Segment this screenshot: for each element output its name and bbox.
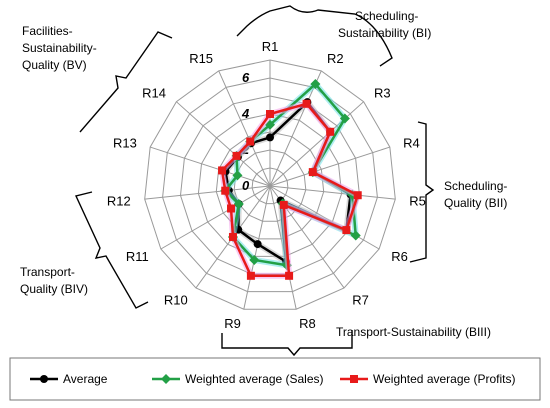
data-point [285,271,294,280]
data-point [253,240,262,249]
grid-spoke [269,146,390,187]
data-point [353,191,362,200]
series-3 [218,99,362,280]
legend-item-2: Weighted average (Sales) [152,372,324,386]
series-line [220,102,359,278]
axis-label-r3: R3 [374,85,391,100]
axis-label-r9: R9 [224,316,241,331]
grid-ring [144,59,396,310]
group-label-bv-2: Sustainability- [22,41,97,55]
legend: Average Weighted average (Sales) Weighted … [9,357,541,401]
axis-label-r6: R6 [391,249,408,264]
axis-label-r11: R11 [126,249,149,264]
data-point [310,79,321,90]
data-point [266,133,274,142]
legend-box [9,357,541,401]
data-point [342,226,351,235]
axis-label-r13: R13 [113,136,137,151]
grid-spoke [176,101,271,187]
group-label-biv-2: Quality (BIV) [20,282,88,296]
data-point [246,137,255,146]
legend-label: Weighted average (Profits) [373,372,516,386]
axis-label-r8: R8 [299,316,316,331]
series-line [223,82,357,267]
data-point [246,271,255,280]
grid-ring [162,77,378,293]
data-point [228,232,237,241]
group-label-biii: Transport-Sustainability (BIII) [336,325,491,339]
axis-label-r2: R2 [327,51,344,66]
axis-label-r1: R1 [262,39,279,54]
tick-label: 6 [242,70,250,85]
bracket-bi [236,5,393,67]
data-point [350,375,358,383]
data-point [302,99,311,108]
grid-spoke [150,146,271,187]
axis-label-r10: R10 [164,292,188,307]
legend-label: Average [63,372,108,386]
group-label-bi-2: Sustainability (BI) [338,26,431,40]
data-point [40,375,48,383]
data-point [221,186,230,195]
data-point [308,168,317,177]
data-point [350,230,361,241]
grid-spoke [160,185,271,250]
data-point [227,204,236,213]
data-point [326,127,335,136]
data-point [249,254,260,265]
bracket-biii [221,330,353,357]
data-point [218,166,227,175]
bracket-bii [409,121,435,263]
bracket-bv [79,31,173,133]
axis-label-r12: R12 [107,194,131,209]
grid-spoke [144,185,271,200]
grid-spoke [218,70,271,187]
grid-ring [251,167,289,205]
bracket-biv [75,191,149,309]
data-point [266,110,274,118]
axis-labels: R1 R2 R3 R4 R5 R6 R7 R8 R9 R10 R11 R12 R13 R14 R15 [107,39,426,331]
data-series [218,79,362,280]
legend-label: Weighted average (Sales) [185,372,324,386]
axis-label-r7: R7 [352,292,369,307]
data-point [161,374,171,384]
tick-label: 0 [242,178,250,193]
legend-item-3: Weighted average (Profits) [340,372,516,386]
data-point [339,113,350,124]
data-point [233,199,244,209]
data-point [232,170,243,181]
group-label-bv-1: Facilities- [22,24,73,38]
axis-label-r14: R14 [142,85,166,100]
data-point [279,200,288,209]
axis-label-r4: R4 [403,136,420,151]
grid-ring [197,113,343,257]
group-label-bi-1: Scheduling- [355,9,418,23]
group-label-bii-2: Quality (BII) [444,196,507,210]
group-label-bii-1: Scheduling- [444,179,507,193]
group-brackets: Scheduling- Sustainability (BI) Scheduli… [20,5,507,357]
grid-spoke [269,185,396,200]
grid-spoke [269,101,364,187]
data-point [232,151,241,160]
group-label-biv-1: Transport- [20,265,75,279]
radar-grid [144,59,396,310]
axis-label-r5: R5 [409,194,426,209]
tick-label: 4 [241,106,250,121]
axis-label-r15: R15 [189,51,213,66]
legend-item-1: Average [30,372,108,386]
group-label-bv-3: Quality (BV) [22,58,87,72]
